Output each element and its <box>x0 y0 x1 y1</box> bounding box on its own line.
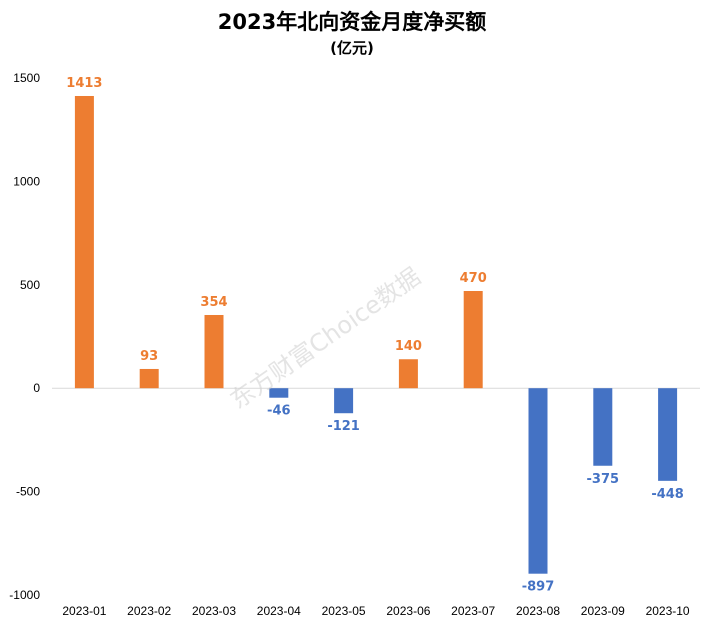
x-tick-label: 2023-03 <box>192 604 236 618</box>
y-tick-label: 500 <box>20 278 40 292</box>
data-label-2023-09: -375 <box>587 472 620 487</box>
data-label-2023-07: 470 <box>460 271 487 286</box>
data-label-2023-03: 354 <box>200 295 227 310</box>
bar-2023-10 <box>658 388 678 481</box>
data-label-2023-02: 93 <box>140 349 158 364</box>
chart-subtitle: (亿元) <box>330 39 374 57</box>
bar-2023-06 <box>398 359 418 389</box>
value-labels: 1413 93 354 -46 -121 140 470 -897 -375 -448 <box>66 76 684 595</box>
data-label-2023-05: -121 <box>327 419 360 434</box>
y-tick-label: 0 <box>33 381 40 395</box>
x-tick-label: 2023-09 <box>581 604 625 618</box>
bar-2023-02 <box>139 368 159 389</box>
y-tick-label: -1000 <box>9 588 40 602</box>
x-tick-label: 2023-06 <box>386 604 430 618</box>
bar-2023-03 <box>204 314 224 389</box>
bars <box>74 95 678 574</box>
y-tick-label: 1000 <box>13 174 40 188</box>
data-label-2023-04: -46 <box>267 404 291 419</box>
data-label-2023-01: 1413 <box>66 76 102 91</box>
bar-2023-07 <box>463 291 483 389</box>
bar-2023-04 <box>269 388 289 398</box>
x-tick-label: 2023-10 <box>646 604 690 618</box>
bar-2023-05 <box>334 388 354 414</box>
y-tick-label: -500 <box>16 485 40 499</box>
x-tick-label: 2023-05 <box>322 604 366 618</box>
data-label-2023-10: -448 <box>651 487 684 502</box>
x-tick-label: 2023-02 <box>127 604 171 618</box>
y-tick-label: 1500 <box>13 71 40 85</box>
data-label-2023-08: -897 <box>522 580 555 595</box>
x-tick-label: 2023-01 <box>62 604 106 618</box>
bar-2023-01 <box>74 95 94 389</box>
bar-2023-08 <box>528 388 548 574</box>
chart-title: 2023年北向资金月度净买额 <box>218 10 486 34</box>
y-axis: 1500 1000 500 0 -500 -1000 <box>9 71 40 602</box>
x-axis: 2023-01 2023-02 2023-03 2023-04 2023-05 2023-… <box>62 604 690 618</box>
x-tick-label: 2023-07 <box>451 604 495 618</box>
x-tick-label: 2023-04 <box>257 604 301 618</box>
x-tick-label: 2023-08 <box>516 604 560 618</box>
bar-2023-09 <box>593 388 613 466</box>
data-label-2023-06: 140 <box>395 339 422 354</box>
